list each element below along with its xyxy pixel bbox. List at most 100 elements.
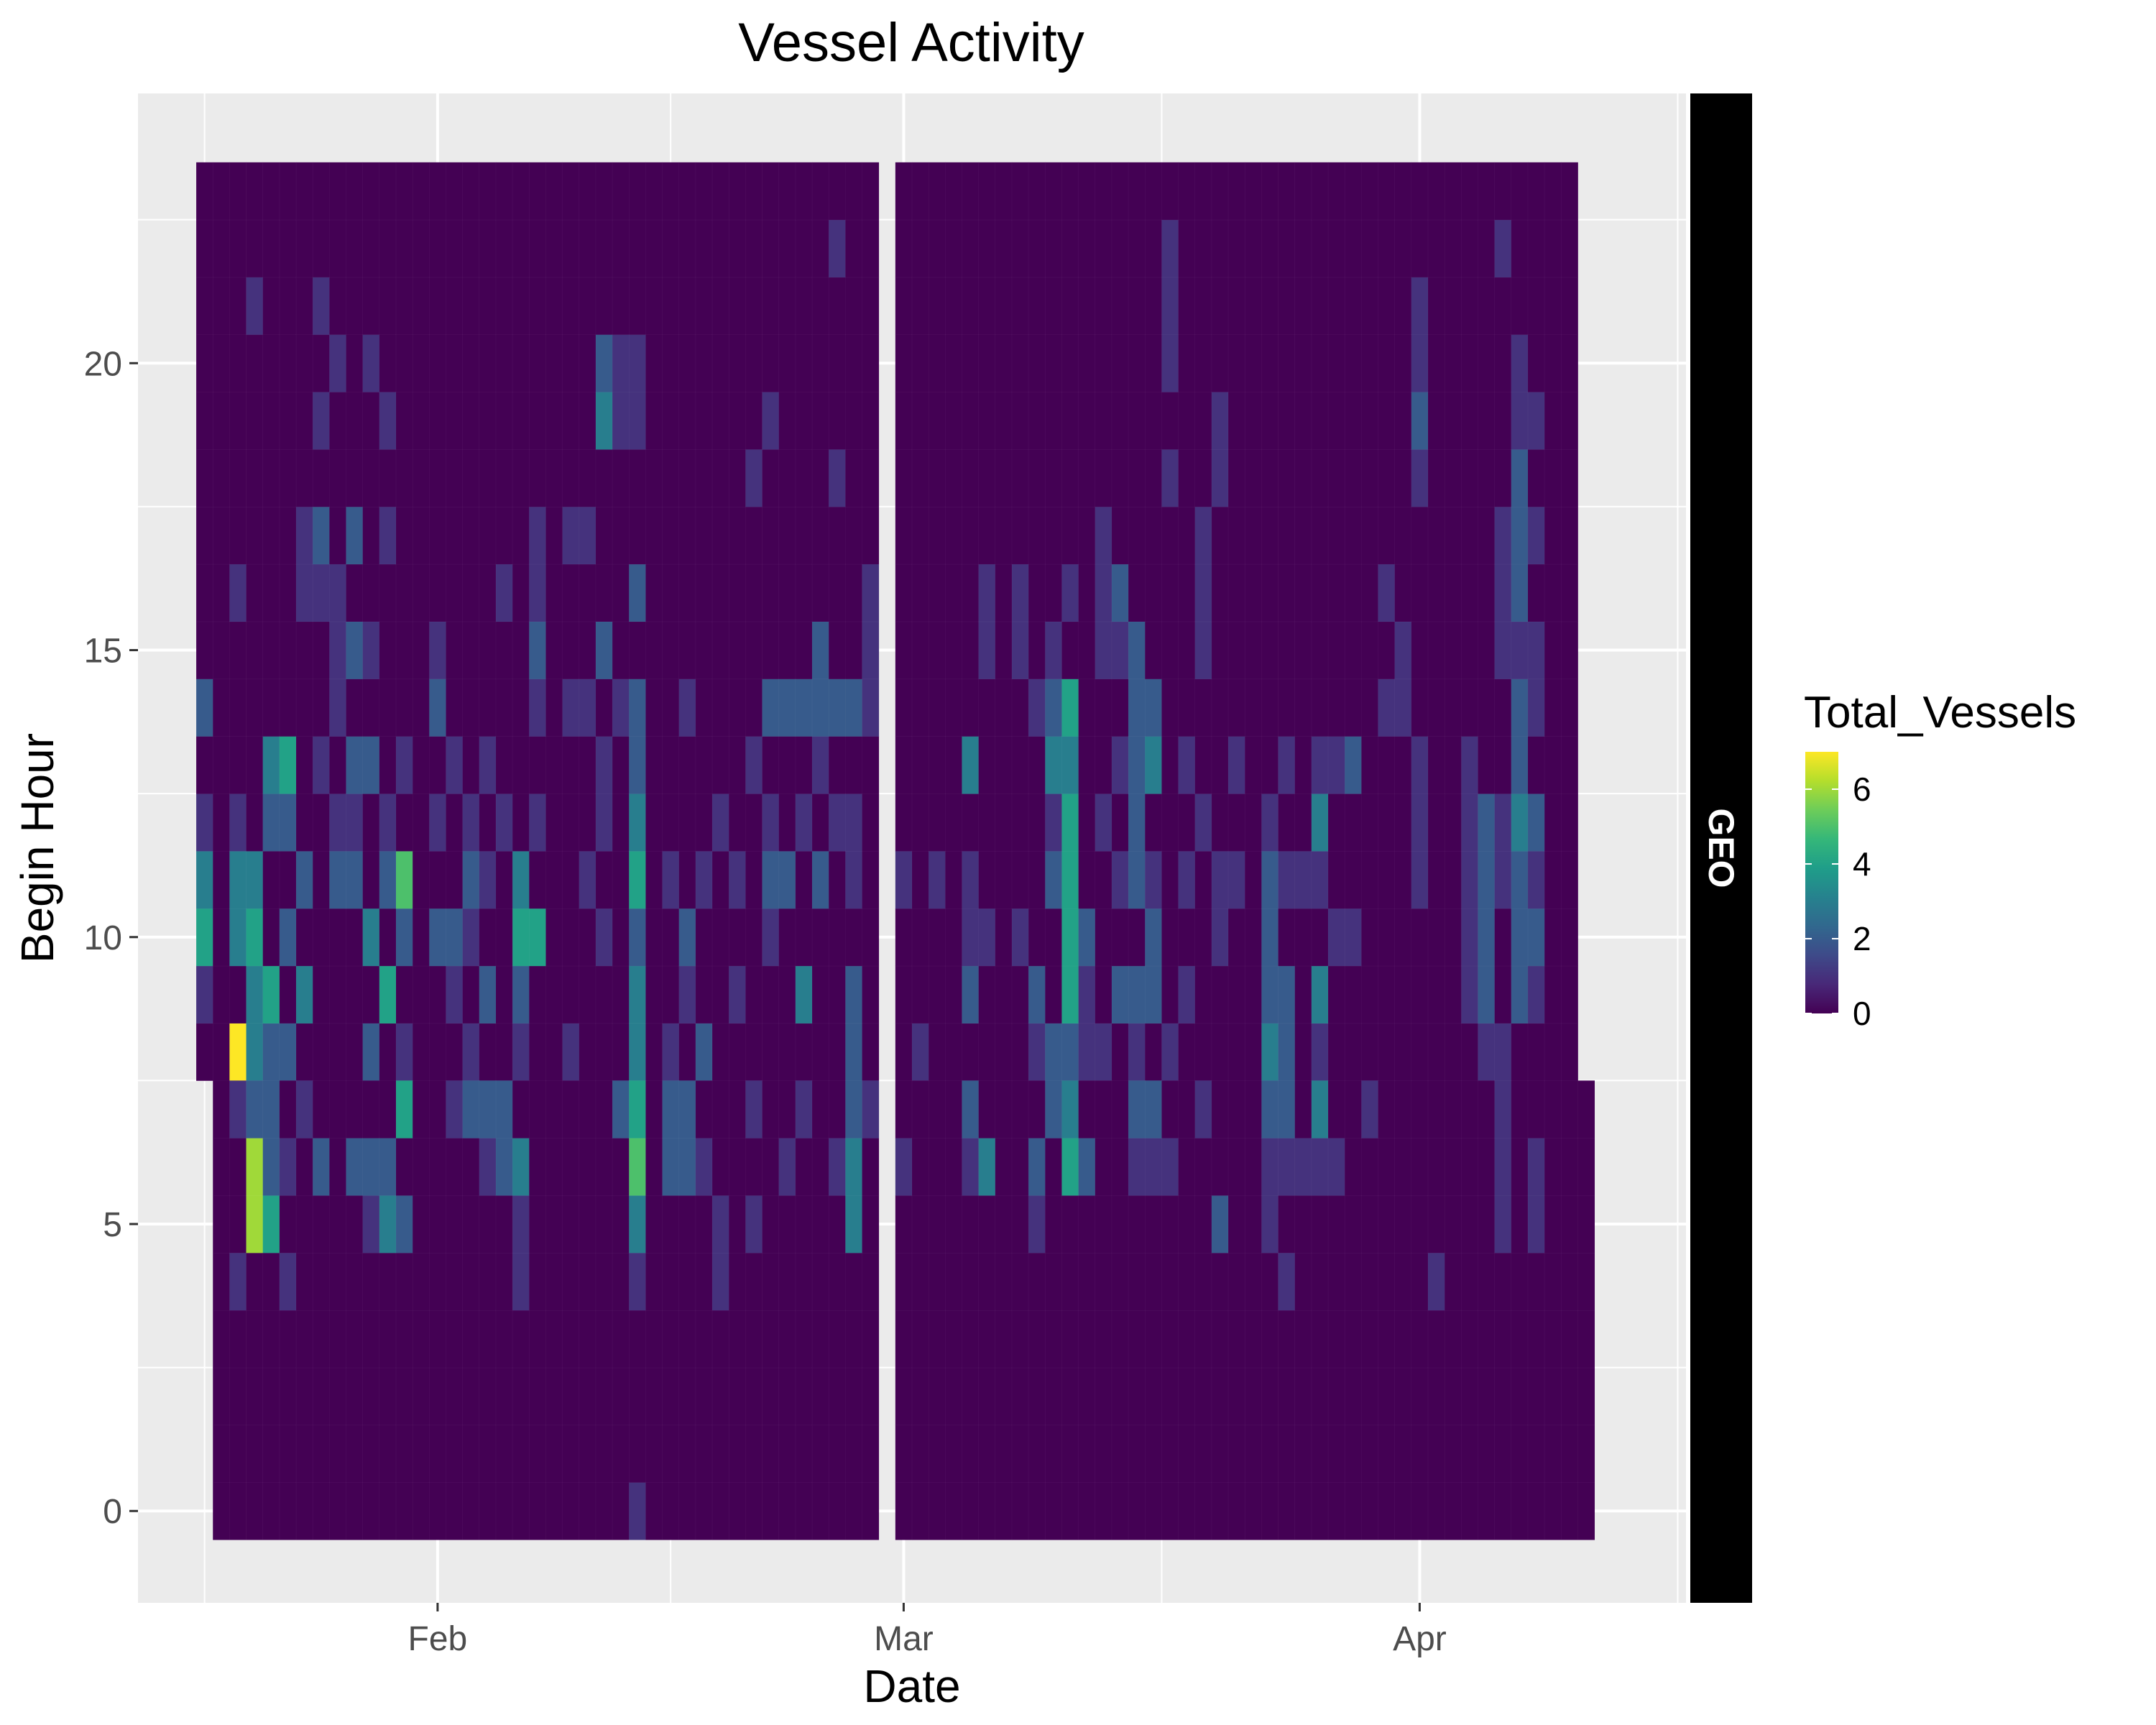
heatmap-cell xyxy=(928,1080,946,1138)
heatmap-cell xyxy=(1394,1252,1412,1311)
heatmap-cell xyxy=(329,1023,347,1082)
heatmap-cell xyxy=(862,1023,880,1082)
heatmap-cell xyxy=(379,793,397,852)
heatmap-cell xyxy=(1128,506,1146,565)
heatmap-cell xyxy=(1161,1367,1179,1426)
heatmap-cell xyxy=(1444,1080,1462,1138)
heatmap-cell xyxy=(711,1252,729,1311)
heatmap-cell xyxy=(1211,793,1229,852)
heatmap-cell xyxy=(1511,1195,1529,1254)
heatmap-cell xyxy=(995,1137,1013,1196)
heatmap-cell xyxy=(362,277,380,336)
heatmap-cell xyxy=(1261,162,1279,221)
heatmap-cell xyxy=(828,1195,847,1254)
heatmap-cell xyxy=(1411,506,1429,565)
heatmap-cell xyxy=(828,850,847,909)
heatmap-cell xyxy=(862,391,880,450)
heatmap-cell xyxy=(512,850,530,909)
heatmap-cell xyxy=(262,621,280,680)
heatmap-cell xyxy=(346,391,364,450)
heatmap-cell xyxy=(279,793,297,852)
heatmap-cell xyxy=(279,621,297,680)
heatmap-cell xyxy=(312,1367,331,1426)
heatmap-cell xyxy=(462,1252,480,1311)
heatmap-cell xyxy=(1144,1080,1163,1138)
heatmap-cell xyxy=(928,162,946,221)
heatmap-cell xyxy=(395,1023,413,1082)
heatmap-cell xyxy=(212,1367,231,1426)
heatmap-cell xyxy=(1527,1425,1545,1484)
heatmap-cell xyxy=(229,1425,247,1484)
heatmap-cell xyxy=(1344,678,1363,737)
heatmap-cell xyxy=(1411,277,1429,336)
heatmap-cell xyxy=(1394,1425,1412,1484)
heatmap-cell xyxy=(1028,1023,1046,1082)
heatmap-cell xyxy=(262,391,280,450)
heatmap-cell xyxy=(1111,1482,1129,1540)
heatmap-cell xyxy=(1095,965,1112,1024)
heatmap-cell xyxy=(479,162,497,221)
heatmap-cell xyxy=(962,277,980,336)
heatmap-cell xyxy=(429,1482,447,1540)
heatmap-cell xyxy=(1244,277,1263,336)
heatmap-cell xyxy=(828,678,847,737)
heatmap-cell xyxy=(1095,1023,1112,1082)
legend-tick-label: 6 xyxy=(1853,770,1871,808)
heatmap-cell xyxy=(1294,678,1312,737)
heatmap-cell xyxy=(212,334,231,392)
y-axis-title: Begin Hour xyxy=(11,733,63,963)
heatmap-cell xyxy=(678,965,696,1024)
heatmap-cell xyxy=(845,1195,863,1254)
heatmap-cell xyxy=(928,678,946,737)
heatmap-cell xyxy=(911,1482,929,1540)
heatmap-cell xyxy=(828,908,847,967)
heatmap-cell xyxy=(1444,219,1462,278)
heatmap-cell xyxy=(778,1023,796,1082)
heatmap-cell xyxy=(262,1080,280,1138)
heatmap-cell xyxy=(728,334,747,392)
heatmap-cell xyxy=(662,850,680,909)
heatmap-cell xyxy=(562,1137,580,1196)
heatmap-cell xyxy=(1478,965,1496,1024)
heatmap-cell xyxy=(862,162,880,221)
heatmap-cell xyxy=(1078,1310,1096,1368)
heatmap-cell xyxy=(412,736,430,794)
heatmap-cell xyxy=(412,506,430,565)
heatmap-cell xyxy=(462,564,480,622)
heatmap-cell xyxy=(1028,1252,1046,1311)
heatmap-cell xyxy=(645,965,663,1024)
heatmap-cell xyxy=(1361,678,1379,737)
heatmap-cell xyxy=(911,162,929,221)
heatmap-cell xyxy=(1294,1195,1312,1254)
heatmap-cell xyxy=(528,506,547,565)
heatmap-cell xyxy=(945,564,963,622)
heatmap-cell xyxy=(446,219,464,278)
heatmap-cell xyxy=(1011,506,1029,565)
heatmap-cell xyxy=(945,908,963,967)
heatmap-cell xyxy=(1028,908,1046,967)
heatmap-cell xyxy=(762,1482,780,1540)
heatmap-cell xyxy=(246,277,264,336)
heatmap-cell xyxy=(595,219,613,278)
heatmap-cell xyxy=(945,219,963,278)
heatmap-cell xyxy=(645,1080,663,1138)
heatmap-cell xyxy=(295,1080,313,1138)
heatmap-cell xyxy=(395,908,413,967)
heatmap-cell xyxy=(329,621,347,680)
heatmap-cell xyxy=(562,1195,580,1254)
heatmap-cell xyxy=(1411,1367,1429,1426)
heatmap-cell xyxy=(1461,793,1479,852)
heatmap-cell xyxy=(895,506,913,565)
heatmap-cell xyxy=(279,1195,297,1254)
heatmap-cell xyxy=(1244,1310,1263,1368)
heatmap-cell xyxy=(446,1023,464,1082)
heatmap-cell xyxy=(1161,621,1179,680)
heatmap-cell xyxy=(1078,1367,1096,1426)
heatmap-cell xyxy=(279,391,297,450)
heatmap-cell xyxy=(995,621,1013,680)
heatmap-cell xyxy=(362,1023,380,1082)
heatmap-cell xyxy=(1327,1482,1345,1540)
heatmap-cell xyxy=(262,564,280,622)
heatmap-cell xyxy=(978,564,996,622)
heatmap-cell xyxy=(978,678,996,737)
